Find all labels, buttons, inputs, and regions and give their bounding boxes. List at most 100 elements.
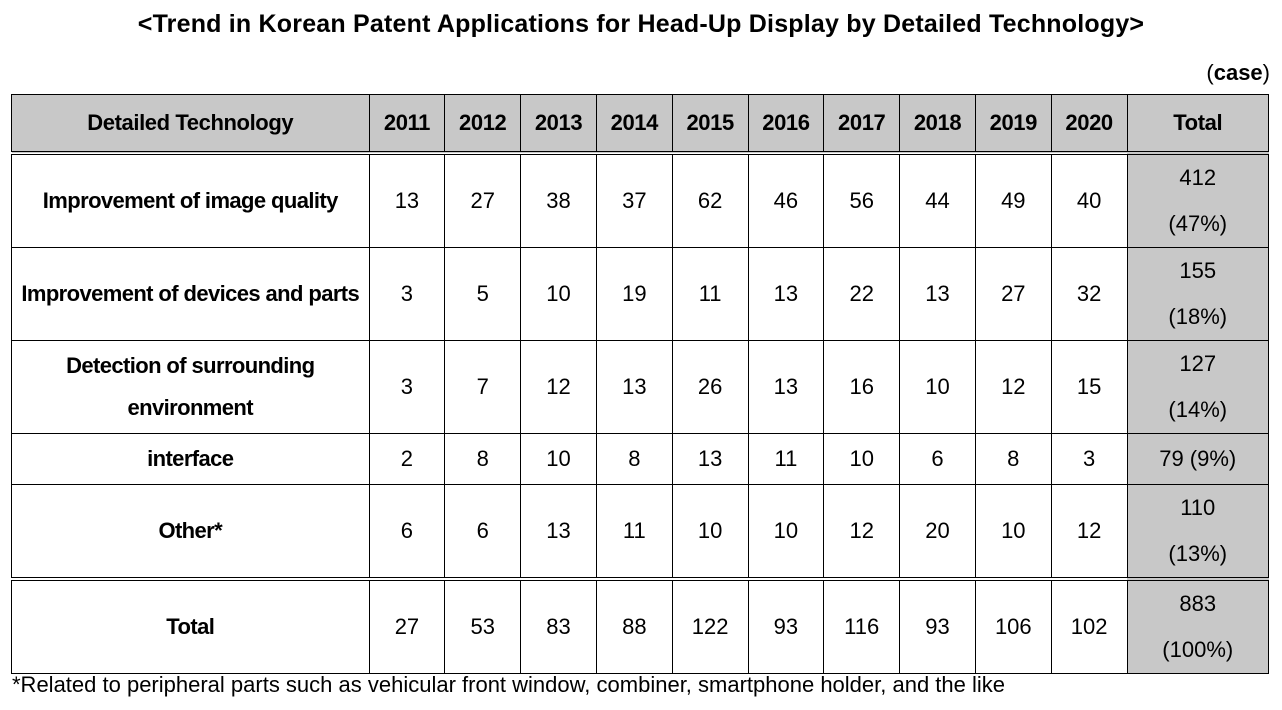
unit-label: (case) [1206, 60, 1270, 85]
row-label: Improvement of devices and parts [11, 247, 370, 341]
data-cell: 122 [671, 577, 749, 674]
data-cell: 12 [974, 340, 1052, 434]
table-row: Improvement of image quality 13 27 38 37… [11, 152, 1269, 248]
data-cell: 5 [444, 247, 522, 341]
data-cell: 6 [368, 484, 446, 580]
total-cell: 79 (9%) [1126, 433, 1269, 485]
data-cell: 56 [823, 152, 901, 248]
table-row: Other* 6 6 13 11 10 10 12 20 10 12 110 (1… [11, 484, 1269, 580]
data-cell: 11 [747, 433, 825, 485]
header-row: Detailed Technology 2011 2012 2013 2014 … [11, 94, 1269, 155]
header-cell: 2014 [595, 94, 673, 155]
row-label: Total [11, 577, 370, 674]
data-cell: 8 [595, 433, 673, 485]
data-cell: 13 [747, 247, 825, 341]
total-cell: 110 (13%) [1126, 484, 1269, 580]
data-cell: 116 [823, 577, 901, 674]
data-cell: 53 [444, 577, 522, 674]
header-cell: 2012 [444, 94, 522, 155]
data-cell: 46 [747, 152, 825, 248]
header-cell: 2017 [823, 94, 901, 155]
total-percent: (47%) [1168, 211, 1228, 236]
data-cell: 10 [974, 484, 1052, 580]
data-cell: 88 [595, 577, 673, 674]
data-cell: 10 [747, 484, 825, 580]
data-cell: 20 [899, 484, 976, 580]
total-value: 110 [1180, 495, 1216, 520]
data-cell: 19 [595, 247, 673, 341]
data-cell: 12 [823, 484, 901, 580]
header-cell: Total [1126, 94, 1269, 155]
data-cell: 106 [974, 577, 1052, 674]
data-cell: 22 [823, 247, 901, 341]
data-cell: 62 [671, 152, 749, 248]
total-value: 883 [1179, 591, 1217, 616]
header-cell: 2018 [899, 94, 976, 155]
data-cell: 13 [368, 152, 446, 248]
row-label: Improvement of image quality [11, 152, 370, 248]
total-value: 412 [1179, 165, 1217, 190]
data-cell: 11 [595, 484, 673, 580]
total-cell: 155 (18%) [1126, 247, 1269, 341]
footnote: *Related to peripheral parts such as veh… [12, 672, 1006, 697]
data-cell: 13 [899, 247, 976, 341]
data-cell: 11 [671, 247, 749, 341]
data-cell: 44 [899, 152, 976, 248]
data-cell: 15 [1050, 340, 1128, 434]
data-cell: 83 [520, 577, 597, 674]
data-cell: 12 [1050, 484, 1128, 580]
data-cell: 93 [747, 577, 825, 674]
total-value: 79 (9%) [1159, 446, 1237, 471]
total-value: 155 [1179, 258, 1217, 283]
data-cell: 38 [520, 152, 597, 248]
data-cell: 26 [671, 340, 749, 434]
table-row: Detection of surrounding environment 3 7… [11, 340, 1269, 434]
header-cell: 2016 [747, 94, 825, 155]
data-cell: 10 [671, 484, 749, 580]
row-label: interface [11, 433, 370, 485]
total-percent: (18%) [1168, 304, 1228, 329]
data-cell: 13 [520, 484, 597, 580]
data-cell: 13 [747, 340, 825, 434]
total-percent: (14%) [1168, 397, 1228, 422]
data-cell: 3 [368, 247, 446, 341]
data-cell: 10 [520, 247, 597, 341]
data-cell: 8 [444, 433, 522, 485]
data-cell: 27 [974, 247, 1052, 341]
header-cell: 2020 [1050, 94, 1128, 155]
data-cell: 10 [899, 340, 976, 434]
data-cell: 37 [595, 152, 673, 248]
total-percent: (13%) [1168, 541, 1228, 566]
data-cell: 27 [368, 577, 446, 674]
data-cell: 16 [823, 340, 901, 434]
data-cell: 49 [974, 152, 1052, 248]
data-cell: 6 [899, 433, 976, 485]
header-cell: 2019 [974, 94, 1052, 155]
data-cell: 13 [671, 433, 749, 485]
data-cell: 13 [595, 340, 673, 434]
table-row: Improvement of devices and parts 3 5 10 … [11, 247, 1269, 341]
total-row: Total 27 53 83 88 122 93 116 93 106 102 … [11, 577, 1269, 674]
data-cell: 3 [1050, 433, 1128, 485]
data-cell: 102 [1050, 577, 1128, 674]
total-percent: (100%) [1162, 637, 1234, 662]
total-cell: 883 (100%) [1126, 577, 1269, 674]
header-cell: 2015 [671, 94, 749, 155]
total-value: 127 [1179, 351, 1217, 376]
data-cell: 12 [520, 340, 597, 434]
data-cell: 3 [368, 340, 446, 434]
total-cell: 412 (47%) [1126, 152, 1269, 248]
data-cell: 7 [444, 340, 522, 434]
data-cell: 27 [444, 152, 522, 248]
patent-table: Detailed Technology 2011 2012 2013 2014 … [11, 94, 1269, 674]
header-cell: Detailed Technology [11, 94, 370, 155]
data-cell: 93 [899, 577, 976, 674]
row-label: Detection of surrounding environment [11, 340, 370, 434]
row-label: Other* [11, 484, 370, 580]
total-cell: 127 (14%) [1126, 340, 1269, 434]
data-cell: 2 [368, 433, 446, 485]
data-cell: 32 [1050, 247, 1128, 341]
data-cell: 40 [1050, 152, 1128, 248]
data-cell: 6 [444, 484, 522, 580]
data-cell: 10 [520, 433, 597, 485]
